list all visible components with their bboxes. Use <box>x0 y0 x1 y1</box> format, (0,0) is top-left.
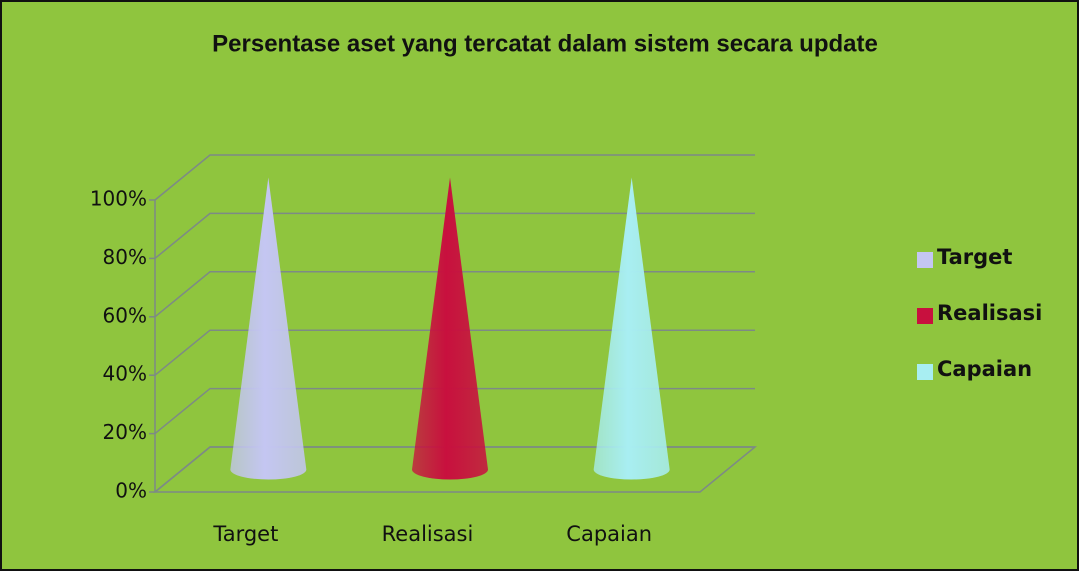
legend-label: Capaian <box>937 357 1032 381</box>
legend-label: Realisasi <box>937 301 1042 325</box>
legend-label: Target <box>937 245 1012 269</box>
legend-swatch <box>917 308 933 324</box>
grid-line <box>154 271 755 318</box>
cone <box>593 177 670 480</box>
grid-line <box>154 212 755 259</box>
y-tick-label: 80% <box>103 245 147 269</box>
y-tick-label: 40% <box>103 362 147 386</box>
cone <box>230 177 307 480</box>
grid-line <box>154 329 755 376</box>
x-tick-label: Realisasi <box>382 522 474 546</box>
grid-line <box>154 446 755 493</box>
legend-swatch <box>917 364 933 380</box>
y-tick-label: 60% <box>103 303 147 327</box>
y-tick-label: 20% <box>103 420 147 444</box>
y-tick-label: 100% <box>90 187 147 211</box>
x-tick-label: Capaian <box>566 522 652 546</box>
x-tick-label: Target <box>212 522 278 546</box>
grid-line <box>154 387 755 435</box>
grid-line <box>154 154 755 201</box>
chart-title: Persentase aset yang tercatat dalam sist… <box>212 30 878 57</box>
legend-swatch <box>917 252 933 268</box>
cone <box>412 177 488 480</box>
y-tick-label: 0% <box>115 479 147 503</box>
